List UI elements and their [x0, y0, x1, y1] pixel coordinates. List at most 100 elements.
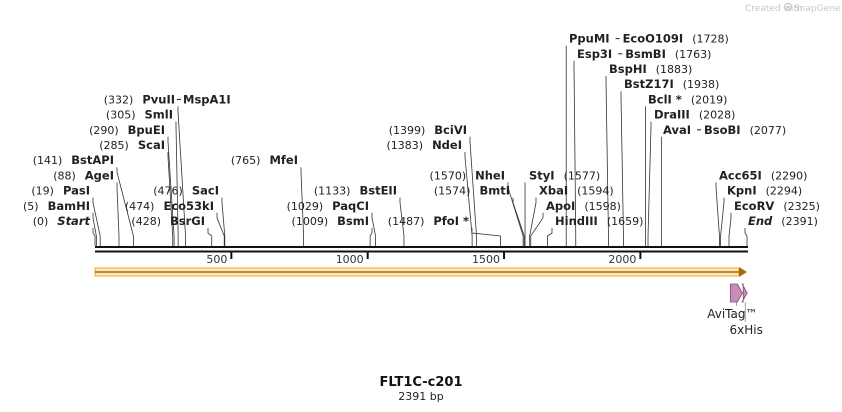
site-position: (1598) [584, 200, 621, 213]
site-name: EcoRV [734, 199, 774, 213]
site-position: (2077) [750, 124, 787, 137]
site-suffix: MspA1I [183, 92, 231, 106]
site-label-smli[interactable]: SmlI (305) [106, 108, 173, 122]
backbone [95, 246, 748, 253]
site-label-agei[interactable]: AgeI (88) [53, 168, 114, 182]
site-label-bstz17i[interactable]: BstZ17I (1938) [624, 77, 719, 91]
site-leader-nhei [507, 182, 524, 246]
site-name: BsrGI [170, 214, 205, 228]
site-label-acc65i[interactable]: Acc65I (2290) [719, 168, 807, 182]
site-label-bpuei[interactable]: BpuEI (290) [89, 123, 165, 137]
site-name: BstZ17I [624, 77, 674, 91]
site-leader-bstapi [116, 167, 134, 246]
site-position: (428) [131, 215, 161, 228]
tick-label: 1500 [472, 253, 500, 266]
site-label-bsteii[interactable]: BstEII (1133) [314, 184, 397, 198]
site-lines [92, 45, 748, 246]
site-leader-paqci [371, 212, 376, 246]
site-leader-agei [116, 182, 120, 246]
site-name: PaqCI [332, 199, 369, 213]
site-label-hindiii[interactable]: HindIII (1659) [555, 214, 643, 228]
site-label-pasi[interactable]: PasI (19) [31, 184, 90, 198]
site-label-ndei[interactable]: NdeI (1383) [386, 138, 462, 152]
site-label-bsmi[interactable]: BsmI (1009) [292, 214, 369, 228]
site-label-avai[interactable]: AvaI BsoBI (2077) [663, 123, 786, 137]
site-position: (1763) [675, 48, 712, 61]
site-label-bcli[interactable]: BclI * (2019) [648, 92, 727, 106]
features: AviTag™ 6xHis [94, 267, 763, 337]
site-position: (474) [125, 200, 155, 213]
site-label-bmti[interactable]: BmtI (1574) [434, 184, 510, 198]
site-leader-bpuei [167, 136, 175, 246]
site-position: (476) [153, 185, 183, 198]
site-label-esp3i[interactable]: Esp3I BsmBI (1763) [577, 47, 711, 61]
site-label-bstapi[interactable]: BstAPI (141) [33, 153, 114, 167]
site-suffix: EcoO109I [623, 32, 684, 46]
site-leader-start [92, 228, 96, 246]
site-label-draiii[interactable]: DraIII (2028) [654, 108, 735, 122]
site-leader-pvuii [177, 106, 186, 246]
orf-arrow-icon [739, 267, 747, 277]
site-label-ecorv[interactable]: EcoRV (2325) [734, 199, 820, 213]
site-label-bsphi[interactable]: BspHI (1883) [609, 62, 692, 76]
site-name: Esp3I [577, 47, 612, 61]
site-position: (1487) [388, 215, 425, 228]
site-position: (332) [104, 93, 134, 106]
site-label-xbai[interactable]: XbaI (1594) [539, 184, 614, 198]
site-name: Acc65I [719, 168, 762, 182]
site-position: (290) [89, 124, 119, 137]
site-name: SacI [192, 184, 219, 198]
site-leader-bsmi [369, 228, 373, 246]
site-name: End [748, 214, 773, 228]
site-position: (2019) [691, 93, 728, 106]
site-name: StyI [529, 168, 555, 182]
site-label-scai[interactable]: ScaI (285) [99, 138, 165, 152]
site-label-kpni[interactable]: KpnI (2294) [727, 184, 802, 198]
site-leader-acc65i [715, 182, 720, 246]
site-label-eco53ki[interactable]: Eco53kI (474) [125, 199, 214, 213]
site-name: BstAPI [71, 153, 114, 167]
site-label-pfoi[interactable]: PfoI * (1487) [388, 214, 469, 228]
site-leader-draiii [647, 121, 652, 246]
site-leader-hindiii [546, 228, 553, 246]
site-name: KpnI [727, 184, 757, 198]
site-label-nhei[interactable]: NheI (1570) [430, 168, 505, 182]
site-name: NdeI [432, 138, 462, 152]
site-name: NheI [475, 168, 505, 182]
site-label-paqci[interactable]: PaqCI (1029) [287, 199, 369, 213]
site-position: (285) [99, 139, 129, 152]
site-leader-end [744, 228, 748, 246]
feature-label-avitag: AviTag™ [707, 307, 757, 321]
site-name: Eco53kI [163, 199, 214, 213]
site-label-start[interactable]: Start (0) [33, 214, 91, 228]
site-name: HindIII [555, 214, 598, 228]
site-name: PvuII [142, 92, 175, 106]
snapgene-logo-icon [783, 2, 793, 12]
site-position: (2294) [766, 185, 803, 198]
site-position: (141) [33, 154, 63, 167]
site-label-pvuii[interactable]: PvuII (332) MspA1I [104, 92, 231, 106]
site-label-saci[interactable]: SacI (476) [153, 184, 219, 198]
site-label-bcivi[interactable]: BciVI (1399) [389, 123, 467, 137]
site-name: SmlI [145, 108, 174, 122]
site-label-end[interactable]: End (2391) [748, 214, 818, 228]
site-name: BpuEI [128, 123, 165, 137]
site-label-mfei[interactable]: MfeI (765) [231, 153, 298, 167]
site-suffix: BsoBI [704, 123, 741, 137]
site-label-ppumi[interactable]: PpuMI EcoO109I (1728) [569, 32, 729, 46]
site-label-bsrgi[interactable]: BsrGI (428) [131, 214, 205, 228]
site-name: BamHI [48, 199, 90, 213]
site-name: BspHI [609, 62, 647, 76]
site-label-styi[interactable]: StyI (1577) [529, 168, 600, 182]
feature-arrow-his6[interactable] [741, 283, 748, 303]
site-position: (2391) [781, 215, 818, 228]
plasmid-length: 2391 bp [398, 390, 443, 403]
site-label-bamhi[interactable]: BamHI (5) [23, 199, 90, 213]
site-leader-smli [175, 121, 179, 246]
feature-arrow-avitag[interactable] [729, 283, 743, 303]
site-label-apoi[interactable]: ApoI (1598) [546, 199, 621, 213]
site-suffix: BsmBI [625, 47, 666, 61]
site-position: (1659) [607, 215, 644, 228]
site-name: PasI [63, 184, 90, 198]
